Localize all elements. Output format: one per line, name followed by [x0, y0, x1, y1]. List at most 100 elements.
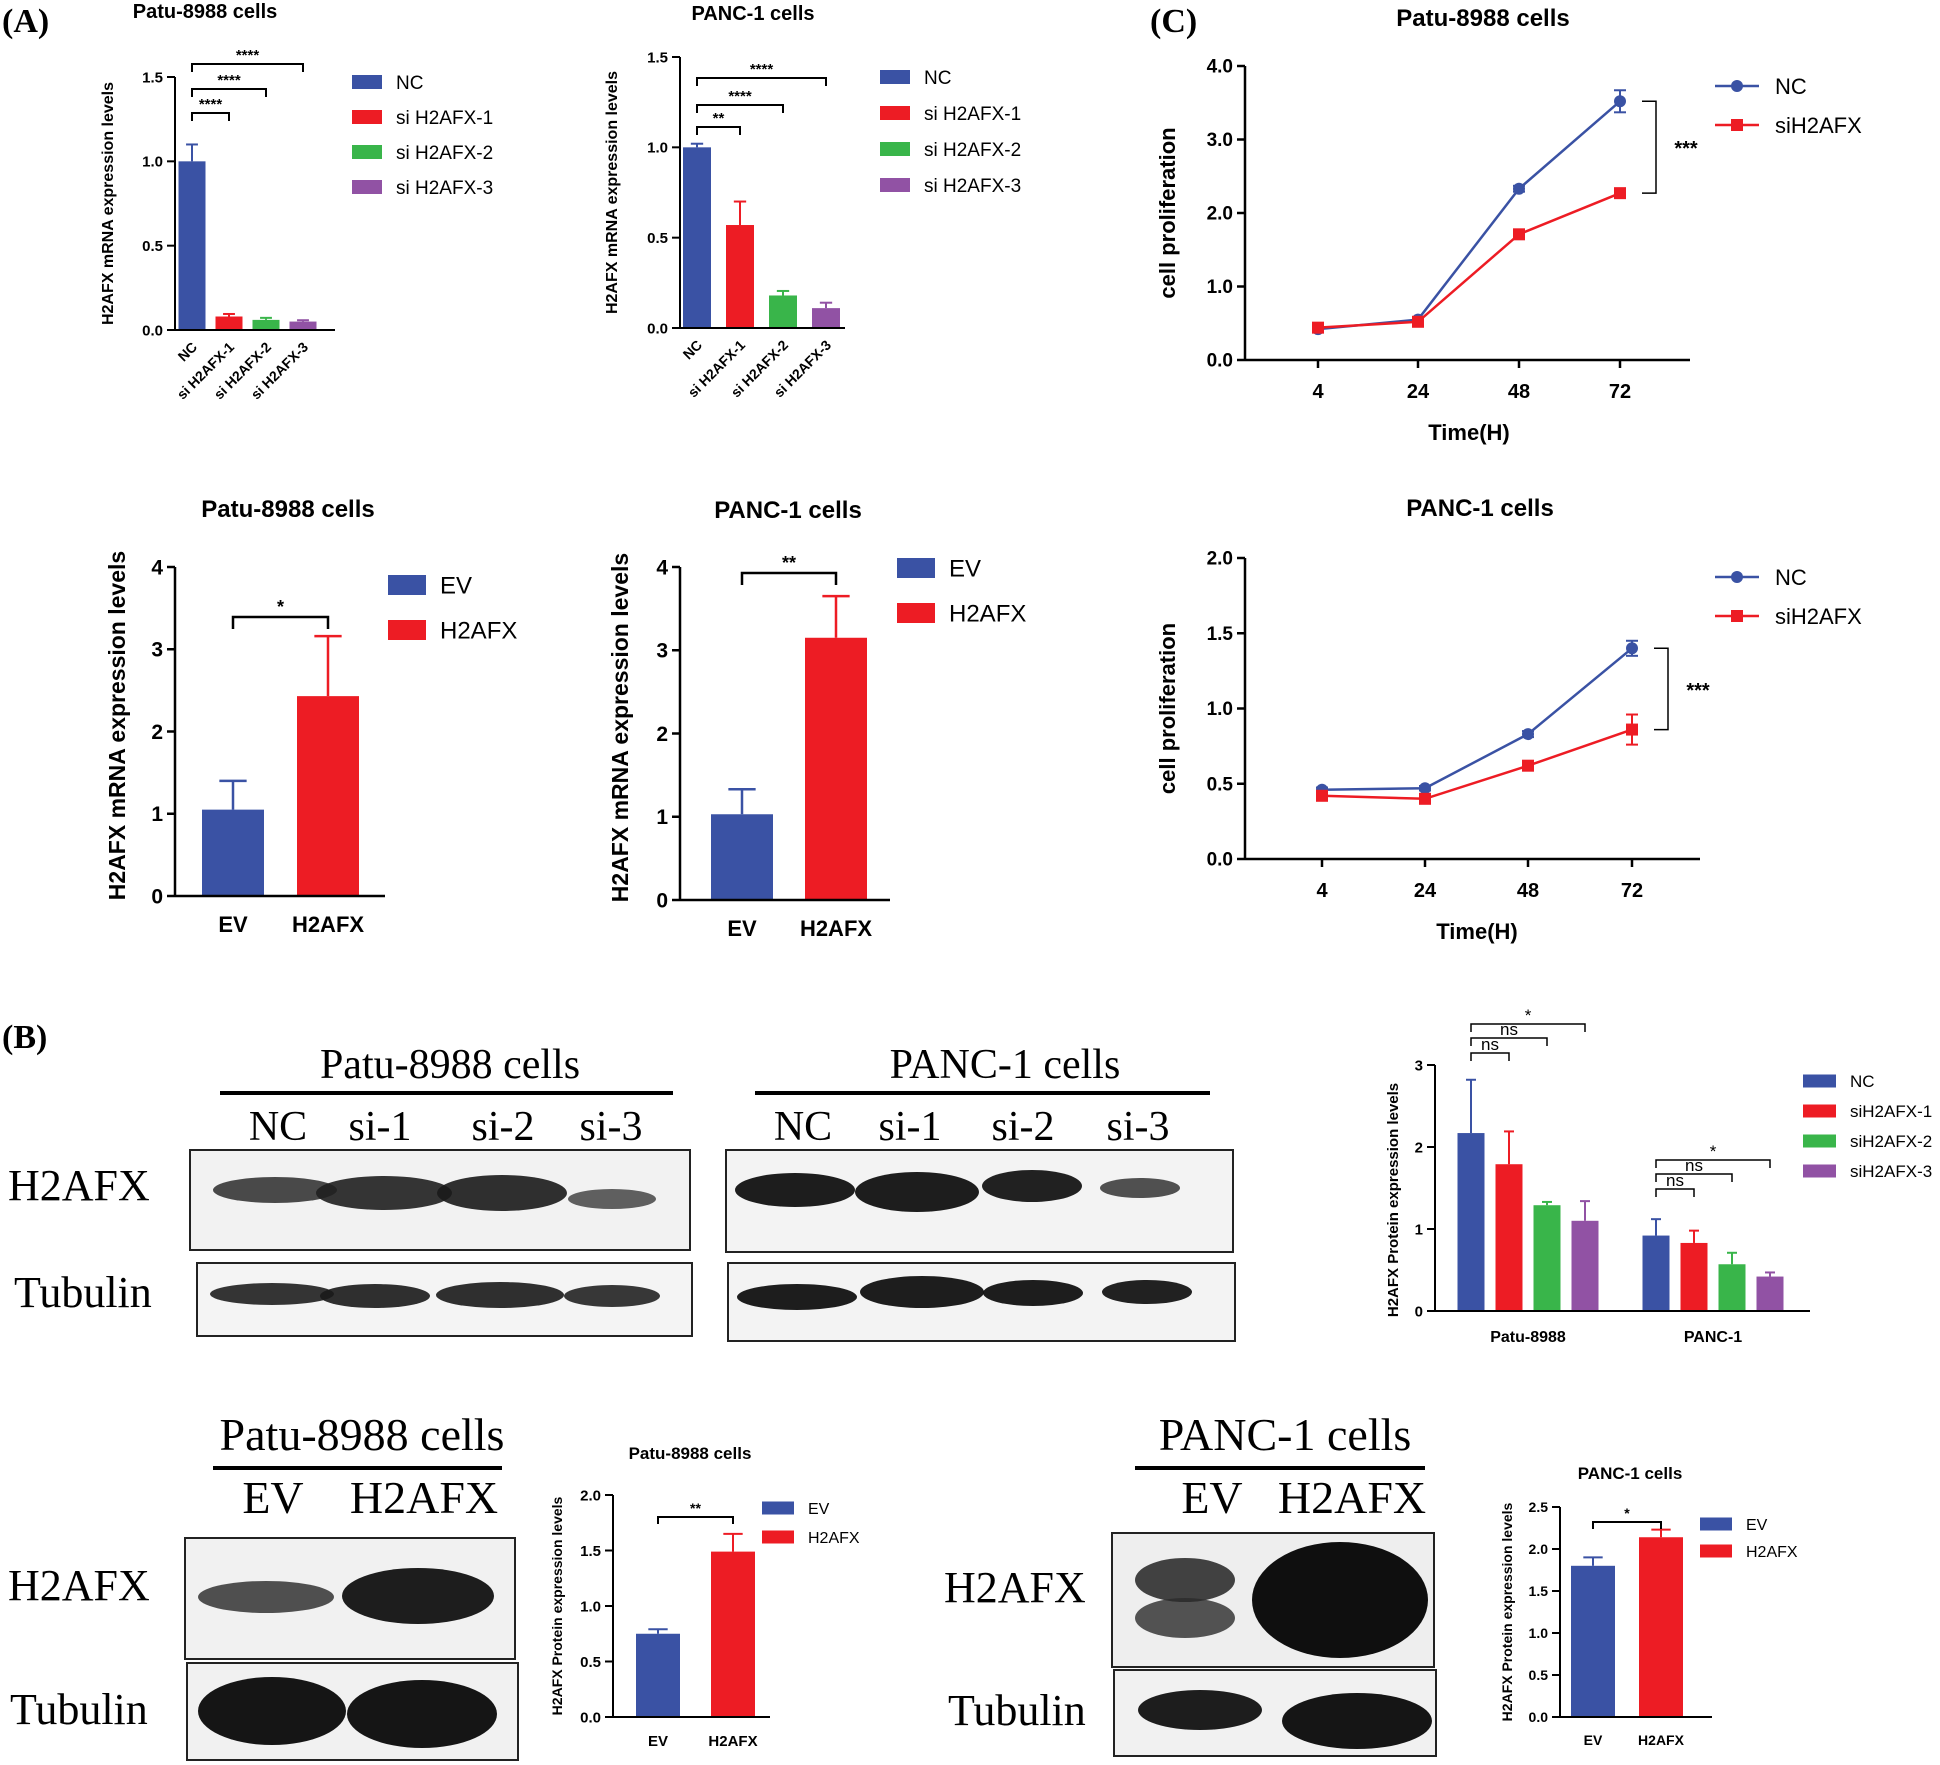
lane-label: H2AFX [350, 1472, 498, 1523]
legend-swatch [352, 180, 382, 194]
blot-band [1135, 1558, 1235, 1602]
significance-bracket [191, 88, 267, 97]
legend-label: siH2AFX-1 [1850, 1102, 1932, 1121]
significance-bracket [231, 615, 330, 629]
significance-bracket [1470, 1037, 1548, 1046]
significance-label: *** [1674, 138, 1698, 160]
chart-title: PANC-1 cells [1406, 495, 1554, 522]
legend-label: NC [396, 73, 423, 94]
panel-label-b: (B) [2, 1019, 47, 1056]
bar [711, 1551, 755, 1717]
legend-swatch [897, 603, 935, 623]
y-tick-label: 1.0 [142, 154, 163, 171]
legend-label: EV [808, 1501, 830, 1518]
y-tick-label: 3 [151, 639, 163, 662]
x-tick-label: 4 [1312, 381, 1324, 403]
bar [1457, 1133, 1485, 1311]
x-tick-label: 24 [1414, 880, 1437, 902]
legend-swatch [880, 142, 910, 156]
legend-label: NC [924, 68, 951, 89]
legend-label: NC [1775, 565, 1807, 590]
significance-label: * [277, 597, 284, 617]
legend-swatch [762, 1501, 794, 1515]
y-axis-label: H2AFX Protein expression levels [1499, 1502, 1515, 1721]
y-tick-label: 3.0 [1207, 130, 1233, 151]
legend-swatch [352, 145, 382, 159]
y-axis-label: H2AFX Protein expression levels [1385, 1083, 1402, 1317]
blot-band [198, 1677, 346, 1745]
legend-swatch [880, 178, 910, 192]
significance-bracket [191, 112, 230, 121]
y-tick-label: 2.0 [1207, 549, 1233, 570]
lane-label: NC [774, 1104, 832, 1150]
y-tick-label: 2 [1415, 1139, 1423, 1156]
y-tick-label: 0.0 [647, 320, 668, 337]
y-tick-label: 1.5 [142, 69, 163, 86]
x-tick-label: EV [1584, 1732, 1603, 1748]
x-tick-label: H2AFX [292, 912, 364, 937]
y-tick-label: 0.5 [142, 238, 163, 255]
x-tick-label: 24 [1407, 381, 1430, 403]
significance-label: * [1525, 1006, 1532, 1025]
y-tick-label: 1.0 [1207, 699, 1233, 720]
y-tick-label: 2.0 [1529, 1541, 1549, 1557]
row-label-h2afx: H2AFX [944, 1563, 1086, 1612]
significance-label: * [1710, 1142, 1717, 1161]
blot-band [982, 1170, 1082, 1202]
series-line [1317, 100, 1621, 331]
data-point [1522, 759, 1534, 772]
y-tick-label: 1.0 [1529, 1625, 1549, 1641]
x-tick-label: PANC-1 [1684, 1329, 1742, 1346]
y-axis-label: cell proliferation [1155, 127, 1180, 298]
legend-swatch [880, 70, 910, 84]
legend-label: si H2AFX-3 [396, 178, 493, 199]
bar [1533, 1205, 1561, 1311]
bar [252, 319, 280, 330]
chart-title: Patu-8988 cells [133, 1, 278, 23]
significance-bracket [1592, 1521, 1662, 1529]
bar [178, 161, 206, 330]
legend-label: H2AFX [440, 618, 517, 645]
legend-swatch [388, 575, 426, 595]
x-axis-label: Time(H) [1436, 919, 1518, 944]
y-tick-label: 0.0 [1529, 1709, 1549, 1725]
legend-swatch [1803, 1104, 1836, 1118]
data-point [1626, 642, 1638, 655]
y-tick-label: 1.0 [580, 1598, 601, 1615]
x-tick-label: NC [679, 337, 705, 363]
y-tick-label: 4.0 [1207, 57, 1233, 78]
significance-label: ns [1500, 1020, 1518, 1039]
significance-bracket [1654, 647, 1669, 731]
legend-label: NC [1775, 74, 1807, 99]
significance-bracket [696, 104, 784, 113]
blot-band [198, 1581, 334, 1613]
y-tick-label: 0.0 [142, 322, 163, 339]
series-line [1321, 647, 1633, 792]
legend-label: NC [1850, 1072, 1875, 1091]
x-tick-label: H2AFX [708, 1733, 757, 1750]
chart-title: Patu-8988 cells [1396, 5, 1569, 32]
charts: Patu-8988 cells H2AFX mRNA expression lev… [100, 1, 1932, 1750]
chart-title: PANC-1 cells [714, 497, 862, 524]
y-tick-label: 4 [656, 556, 668, 579]
significance-label: ns [1666, 1171, 1684, 1190]
significance-label: **** [728, 88, 752, 105]
x-tick-label: EV [218, 912, 248, 937]
lane-label: si-3 [1107, 1104, 1170, 1150]
x-tick-label: H2AFX [1638, 1732, 1685, 1748]
significance-bracket [740, 571, 838, 585]
y-tick-label: 0.0 [1207, 850, 1233, 871]
y-tick-label: 1.0 [647, 140, 668, 157]
legend-label: H2AFX [808, 1530, 860, 1547]
significance-bracket [1655, 1159, 1771, 1168]
bar [297, 696, 359, 896]
row-label-tubulin: Tubulin [10, 1685, 148, 1734]
blot-band [860, 1276, 984, 1308]
significance-bracket [1470, 1052, 1510, 1061]
chart-title: Patu-8988 cells [629, 1444, 752, 1463]
bar [289, 321, 317, 330]
chart-title: PANC-1 cells [1578, 1464, 1683, 1483]
x-tick-label: EV [727, 916, 757, 941]
significance-label: ns [1481, 1035, 1499, 1054]
significance-label: **** [217, 72, 241, 89]
